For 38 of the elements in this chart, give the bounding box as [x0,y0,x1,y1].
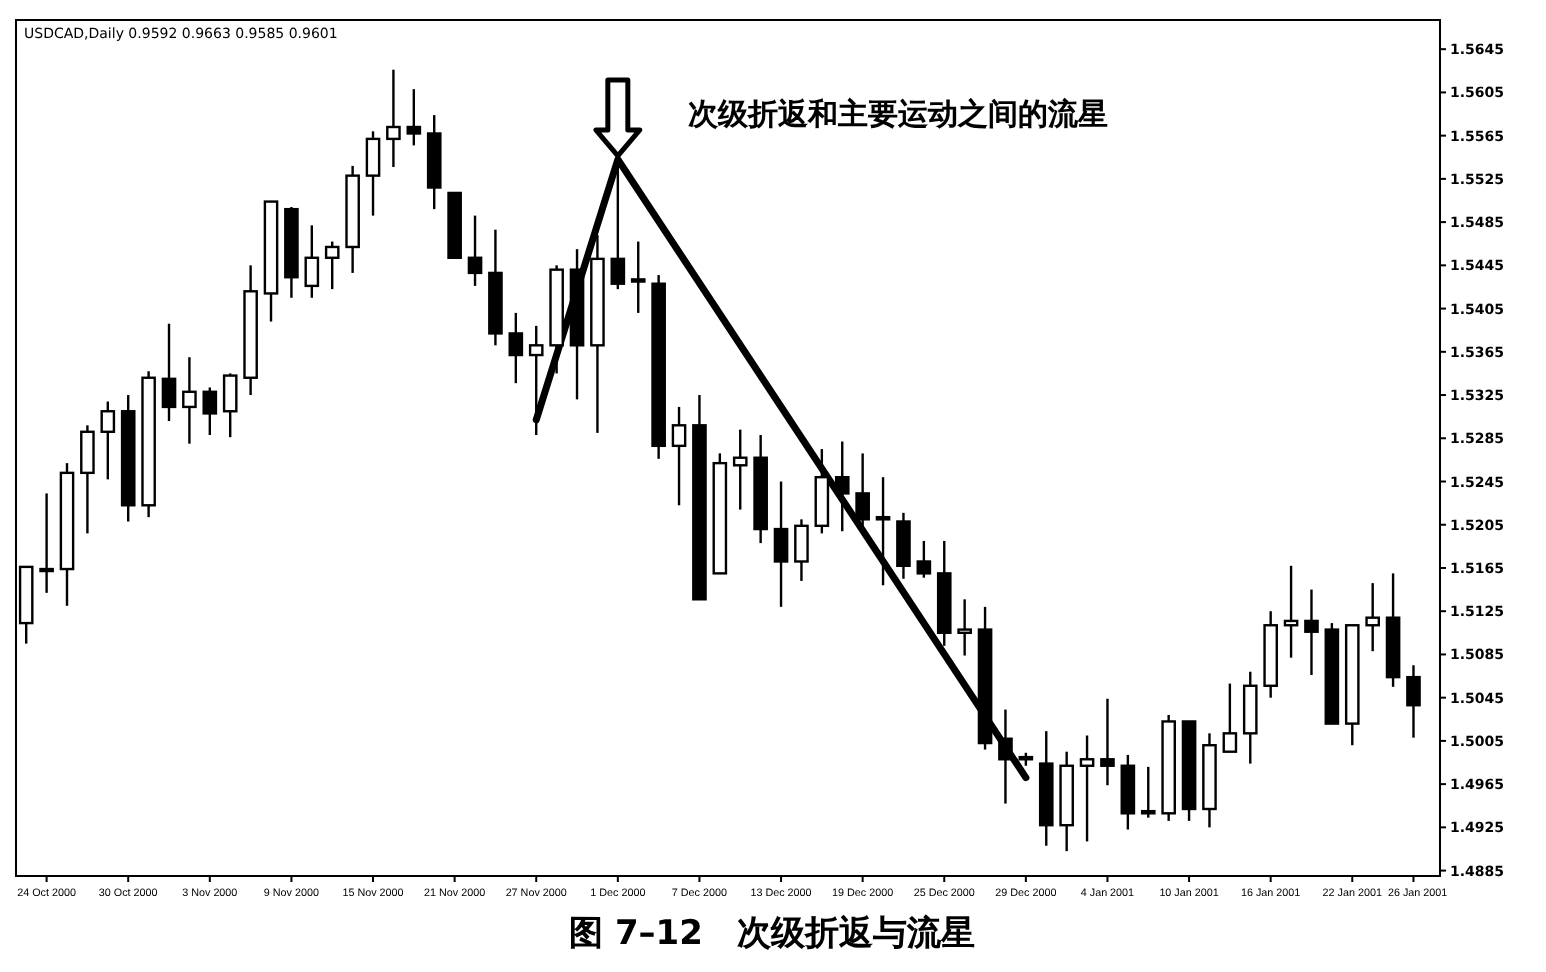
candlestick [365,130,381,217]
candlestick [202,386,218,437]
candlestick [1120,753,1136,831]
candlestick [732,428,748,511]
candlestick [1100,697,1115,787]
candlestick [39,492,54,595]
candlestick [467,214,483,288]
candlestick [1222,682,1238,753]
candlestick [1365,581,1380,653]
candlestick [1406,664,1421,739]
candlestick [406,87,422,147]
candlestick [957,598,972,657]
candlestick [222,372,238,439]
candlestick [182,356,197,445]
candlestick [773,480,789,609]
candlestick [875,475,891,587]
candlestick [610,164,626,291]
text: 图 7–12 次级折返与流星 [569,914,975,954]
candlestick [896,511,911,580]
candlestick [671,405,687,507]
candlestick [161,322,177,423]
candlestick [386,68,401,169]
candlestick [1140,765,1156,819]
candlestick [100,400,116,481]
candlestick [916,539,932,579]
candlestick [80,424,95,535]
candlestick [1283,564,1299,659]
candlestick [1242,670,1258,765]
candlestick [1079,734,1095,843]
candlestick [508,311,524,385]
candlestick [834,440,850,533]
candlestick [794,518,809,583]
candlestick [324,240,340,291]
candlestick [630,240,646,315]
candlestick [855,452,870,528]
annotation: 次级折返和主要运动之间的流星 [687,96,1108,132]
candlestick [1304,588,1319,677]
candlestick [304,224,320,299]
